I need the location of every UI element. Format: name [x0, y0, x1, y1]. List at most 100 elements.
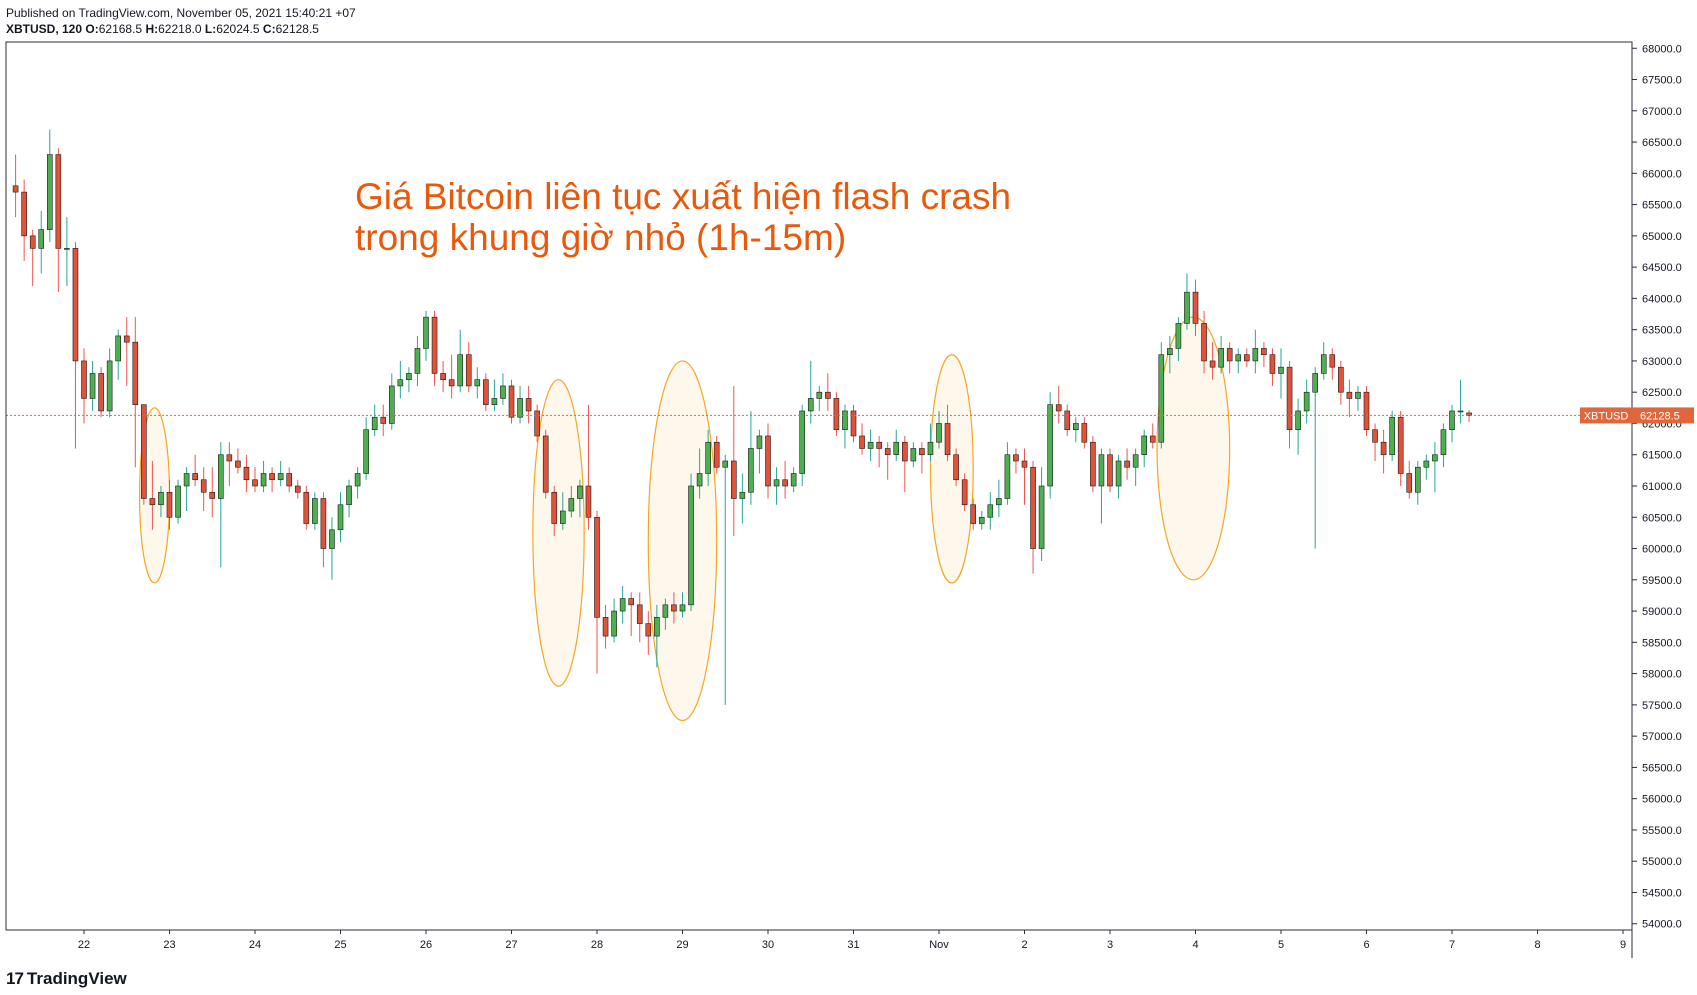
- x-tick-label: 6: [1363, 939, 1369, 951]
- candle-body: [773, 479, 780, 487]
- candle-body: [243, 466, 250, 481]
- candle-body: [1449, 410, 1455, 431]
- low-value: 62024.5: [216, 22, 260, 36]
- candle-body: [901, 441, 908, 462]
- candle-body: [1175, 323, 1182, 349]
- candle-body: [380, 416, 387, 424]
- candle-body: [559, 510, 566, 524]
- candle-body: [38, 229, 45, 249]
- candle-body: [713, 441, 720, 468]
- candle-body: [1218, 348, 1224, 368]
- y-tick-label: 60000.0: [1642, 544, 1682, 556]
- x-tick-label: Nov: [929, 939, 949, 951]
- candle-body: [1252, 348, 1259, 362]
- x-tick-label: 8: [1534, 939, 1540, 951]
- y-tick-label: 68000.0: [1642, 43, 1682, 55]
- candle-body: [577, 485, 583, 499]
- candle-body: [1021, 460, 1028, 468]
- candle-body: [465, 354, 472, 387]
- candle-body: [363, 429, 369, 474]
- candle-body: [1158, 354, 1165, 443]
- y-tick-label: 61500.0: [1642, 450, 1682, 462]
- candle-body: [1303, 391, 1310, 412]
- candle-body: [294, 485, 301, 493]
- candle-body: [123, 335, 130, 343]
- candle-body: [329, 529, 335, 549]
- candle-body: [961, 479, 968, 506]
- candles-group: [12, 129, 1472, 705]
- candle-body: [816, 391, 823, 399]
- y-tick-label: 56500.0: [1642, 762, 1682, 774]
- candle-body: [406, 373, 412, 380]
- candle-body: [884, 448, 891, 456]
- y-tick-label: 55500.0: [1642, 825, 1682, 837]
- candle-body: [517, 398, 523, 418]
- y-tick-label: 66000.0: [1642, 168, 1682, 180]
- candle-body: [654, 617, 660, 637]
- candle-body: [1338, 366, 1344, 393]
- x-tick-label: 22: [78, 939, 90, 951]
- y-tick-label: 64500.0: [1642, 262, 1682, 274]
- price-axis[interactable]: 68000.0 67500.0 67000.0 66500.0 66000.0 65500…: [1632, 43, 1682, 931]
- x-tick-label: 29: [676, 939, 688, 951]
- candle-body: [1372, 429, 1378, 443]
- y-tick-label: 61000.0: [1642, 481, 1682, 493]
- candle-body: [1167, 348, 1173, 355]
- candle-body: [106, 360, 113, 412]
- candle-body: [765, 435, 771, 487]
- candle-body: [525, 398, 532, 412]
- candle-body: [1244, 354, 1250, 362]
- highlight-ellipse: [532, 379, 585, 687]
- brand-name: TradingView: [26, 969, 127, 988]
- candle-body: [192, 473, 198, 481]
- y-tick-label: 64000.0: [1642, 293, 1682, 305]
- candle-body: [1013, 454, 1019, 462]
- candle-body: [679, 604, 686, 612]
- price-tag-bg: [1632, 407, 1694, 424]
- candle-body: [166, 491, 173, 518]
- candle-body: [1004, 454, 1011, 499]
- candle-body: [303, 491, 310, 524]
- candle-body: [183, 473, 190, 487]
- candle-body: [628, 598, 635, 606]
- time-axis[interactable]: 22 23 24 25 26 27 28 29 30 31 Nov 2 3 4 5 6 7 8 9: [78, 930, 1626, 951]
- candle-body: [927, 441, 934, 456]
- candle-body: [1141, 435, 1147, 456]
- candle-body: [688, 485, 694, 606]
- candle-body: [1047, 404, 1053, 487]
- candle-body: [1235, 354, 1242, 362]
- x-tick-label: 4: [1192, 939, 1198, 951]
- y-tick-label: 60500.0: [1642, 512, 1682, 524]
- candle-body: [158, 491, 164, 506]
- x-tick-label: 9: [1620, 939, 1626, 951]
- candle-body: [756, 435, 763, 449]
- x-tick-label: 7: [1449, 939, 1455, 951]
- candle-body: [594, 516, 600, 618]
- candle-body: [867, 441, 874, 449]
- candle-body: [705, 441, 711, 474]
- close-label: C:: [262, 22, 276, 36]
- open-value: 62168.5: [98, 22, 143, 36]
- candle-body: [508, 385, 515, 418]
- candle-body: [1457, 410, 1464, 413]
- candle-body: [1192, 291, 1199, 324]
- candle-body: [1132, 454, 1139, 468]
- tradingview-brand[interactable]: 17 TradingView: [6, 969, 127, 989]
- candle-body: [440, 373, 446, 380]
- y-tick-label: 57000.0: [1642, 731, 1682, 743]
- candle-body: [1269, 354, 1276, 374]
- x-tick-label: 2: [1021, 939, 1027, 951]
- candle-body: [842, 410, 848, 431]
- candle-body: [1389, 416, 1395, 456]
- candle-body: [397, 379, 404, 387]
- candle-body: [1149, 435, 1156, 443]
- candle-body: [337, 504, 344, 531]
- annotation-line-2: trong khung giờ nhỏ (1h-15m): [355, 217, 846, 258]
- candle-body: [893, 441, 900, 456]
- candle-body: [1184, 291, 1190, 324]
- candle-body: [12, 185, 19, 193]
- candle-body: [1415, 466, 1421, 493]
- candle-body: [414, 348, 421, 374]
- candle-body: [970, 504, 977, 524]
